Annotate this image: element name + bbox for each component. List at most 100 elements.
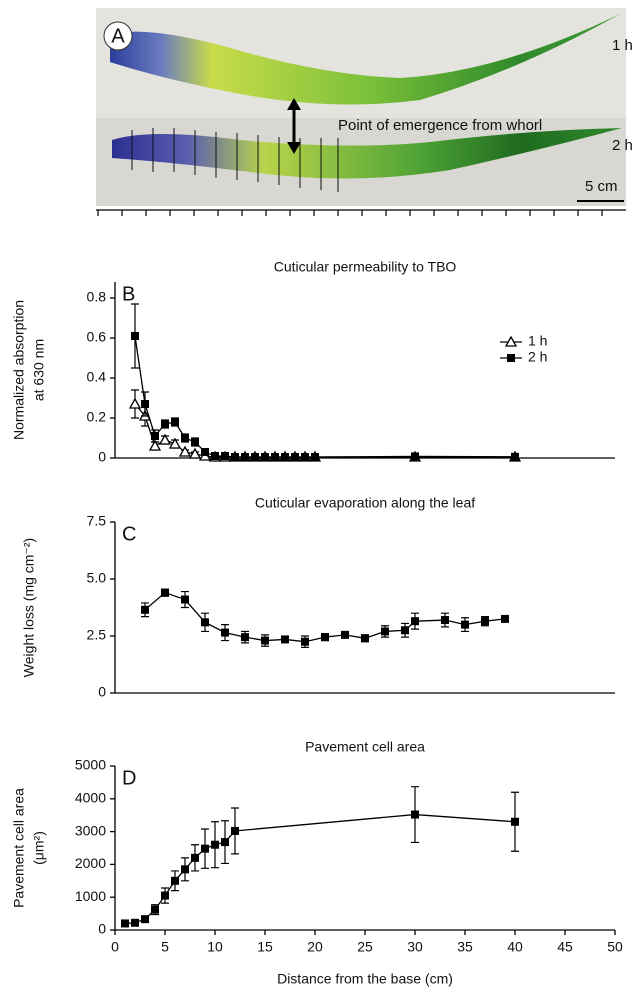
x-tick-label: 15 (257, 939, 273, 955)
marker (481, 617, 489, 626)
marker (141, 915, 149, 924)
marker (131, 918, 139, 927)
annotation: Point of emergence from whorl (338, 117, 542, 134)
photo-panel: A 1 h 2 h Point of emergence from whorl … (96, 8, 633, 216)
y-axis-label: Normalized absorption (11, 300, 27, 440)
y-tick-label: 0.2 (87, 409, 107, 425)
marker (131, 332, 139, 340)
legend-marker (507, 354, 515, 362)
y-tick-label: 5000 (75, 757, 106, 773)
y-tick-label: 2000 (75, 855, 106, 871)
marker (411, 810, 419, 819)
marker (231, 826, 239, 835)
marker (341, 630, 349, 639)
marker (361, 634, 369, 643)
x-tick-label: 30 (407, 939, 423, 955)
marker (281, 453, 289, 461)
x-tick-label: 40 (507, 939, 523, 955)
marker (511, 452, 519, 461)
marker (148, 439, 162, 451)
y-tick-label: 2.5 (87, 627, 107, 643)
chart-title: Cuticular evaporation along the leaf (255, 495, 475, 511)
marker (381, 627, 389, 636)
y-tick-label: 0.6 (87, 329, 107, 345)
marker (251, 453, 259, 461)
marker (141, 400, 149, 408)
x-tick-label: 20 (307, 939, 323, 955)
marker (231, 453, 239, 461)
y-tick-label: 0 (98, 921, 106, 937)
marker (188, 447, 202, 459)
marker (211, 452, 219, 460)
panel-label: D (122, 767, 136, 789)
marker (191, 853, 199, 862)
marker (241, 453, 249, 461)
y-tick-label: 3000 (75, 822, 106, 838)
marker (411, 452, 419, 461)
legend-label: 2 h (528, 349, 547, 365)
marker (261, 453, 269, 461)
marker (151, 432, 159, 440)
y-tick-label: 5.0 (87, 570, 107, 586)
marker (291, 453, 299, 461)
leaf-label: 1 h (612, 37, 633, 54)
marker (441, 616, 449, 625)
marker (151, 905, 159, 914)
marker (121, 919, 129, 928)
emergence-arrow (287, 98, 301, 154)
marker (181, 595, 189, 604)
y-axis-label: (μm²) (31, 831, 47, 865)
marker (461, 620, 469, 629)
leaf-label: 2 h (612, 137, 633, 154)
section-lines (131, 128, 339, 192)
marker (241, 633, 249, 642)
panel-label: C (122, 523, 136, 545)
marker (401, 626, 409, 635)
marker (141, 605, 149, 614)
marker (158, 433, 172, 445)
legend-label: 1 h (528, 333, 547, 349)
marker (321, 633, 329, 642)
scale-bar-label: 5 cm (585, 178, 618, 195)
panel-label-circle (103, 21, 133, 51)
x-tick-label: 25 (357, 939, 373, 955)
x-axis-label: Distance from the base (cm) (277, 971, 453, 987)
y-tick-label: 7.5 (87, 513, 107, 529)
marker (181, 865, 189, 874)
x-tick-label: 10 (207, 939, 223, 955)
marker (161, 420, 169, 428)
legend-marker (504, 335, 518, 347)
ruler (96, 209, 626, 216)
marker (201, 448, 209, 456)
marker (511, 817, 519, 826)
marker (178, 445, 192, 457)
marker (211, 840, 219, 849)
y-tick-label: 4000 (75, 790, 106, 806)
marker (201, 618, 209, 627)
marker (301, 637, 309, 646)
chart-title: Pavement cell area (305, 739, 425, 755)
leaf-2h (112, 128, 622, 179)
x-tick-label: 35 (457, 939, 473, 955)
panel-label: B (122, 283, 135, 305)
x-tick-label: 5 (161, 939, 169, 955)
marker (191, 438, 199, 446)
y-axis-label: at 630 nm (31, 339, 47, 401)
marker (171, 418, 179, 426)
marker (171, 876, 179, 885)
y-axis-label: Weight loss (mg cm⁻²) (21, 538, 37, 677)
marker (311, 453, 319, 461)
y-tick-label: 0.8 (87, 289, 107, 305)
marker (201, 844, 209, 853)
marker (221, 838, 229, 847)
marker (411, 617, 419, 626)
marker (128, 397, 142, 409)
marker (301, 453, 309, 461)
marker (261, 636, 269, 645)
marker (161, 891, 169, 900)
marker (168, 437, 182, 449)
marker (181, 434, 189, 442)
marker (161, 588, 169, 597)
